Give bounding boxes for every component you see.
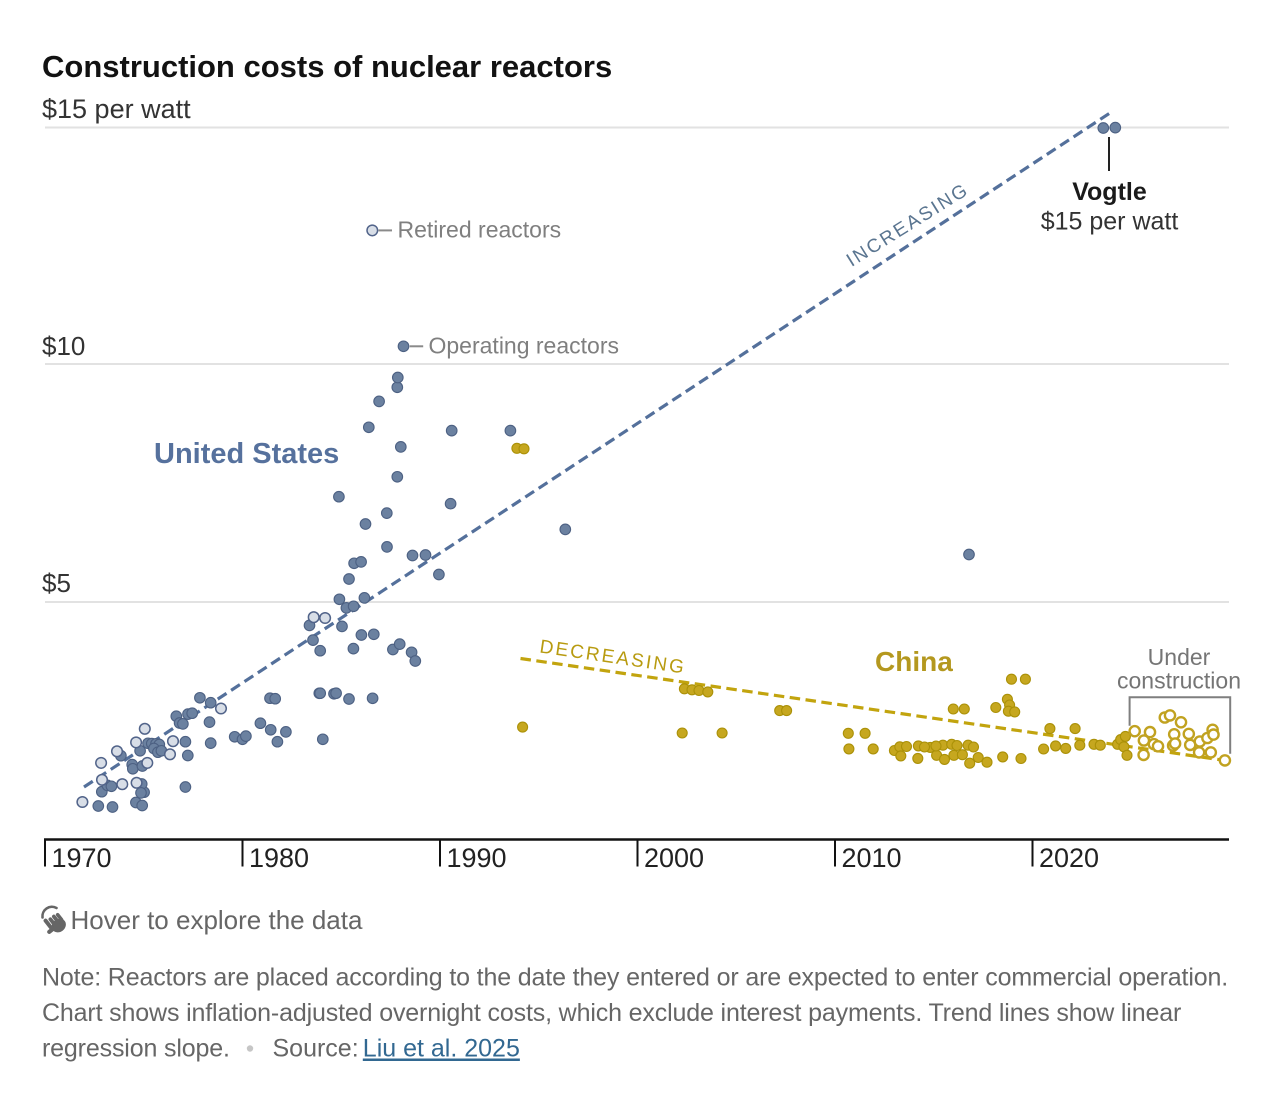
svg-text:$10: $10 [42,331,85,361]
svg-text:Note: Reactors are placed acco: Note: Reactors are placed according to t… [42,964,1228,992]
svg-text:$15 per watt: $15 per watt [42,94,191,124]
svg-text:Chart shows inflation-adjusted: Chart shows inflation-adjusted overnight… [42,999,1181,1027]
svg-text:Vogtle: Vogtle [1072,178,1147,206]
svg-text:1980: 1980 [249,843,309,873]
svg-text:2020: 2020 [1039,843,1099,873]
svg-text:Hover to explore the data: Hover to explore the data [71,905,363,935]
svg-text:1970: 1970 [52,843,112,873]
svg-text:Retired reactors: Retired reactors [398,217,562,243]
svg-text:Liu et al. 2025: Liu et al. 2025 [363,1035,520,1063]
svg-text:2000: 2000 [644,843,704,873]
svg-text:United States: United States [154,438,339,470]
svg-text:Operating reactors: Operating reactors [429,333,619,359]
svg-text:$5: $5 [42,568,71,598]
svg-text:$15 per watt: $15 per watt [1041,208,1179,236]
svg-text:Source:: Source: [273,1035,359,1063]
svg-text:1990: 1990 [447,843,507,873]
svg-text:Under: Under [1148,644,1211,670]
svg-text:regression slope.: regression slope. [42,1035,230,1063]
svg-text:Construction costs of nuclear: Construction costs of nuclear reactors [42,49,612,84]
svg-text:construction: construction [1117,668,1241,694]
svg-text:China: China [875,646,953,677]
svg-text:2010: 2010 [842,843,902,873]
